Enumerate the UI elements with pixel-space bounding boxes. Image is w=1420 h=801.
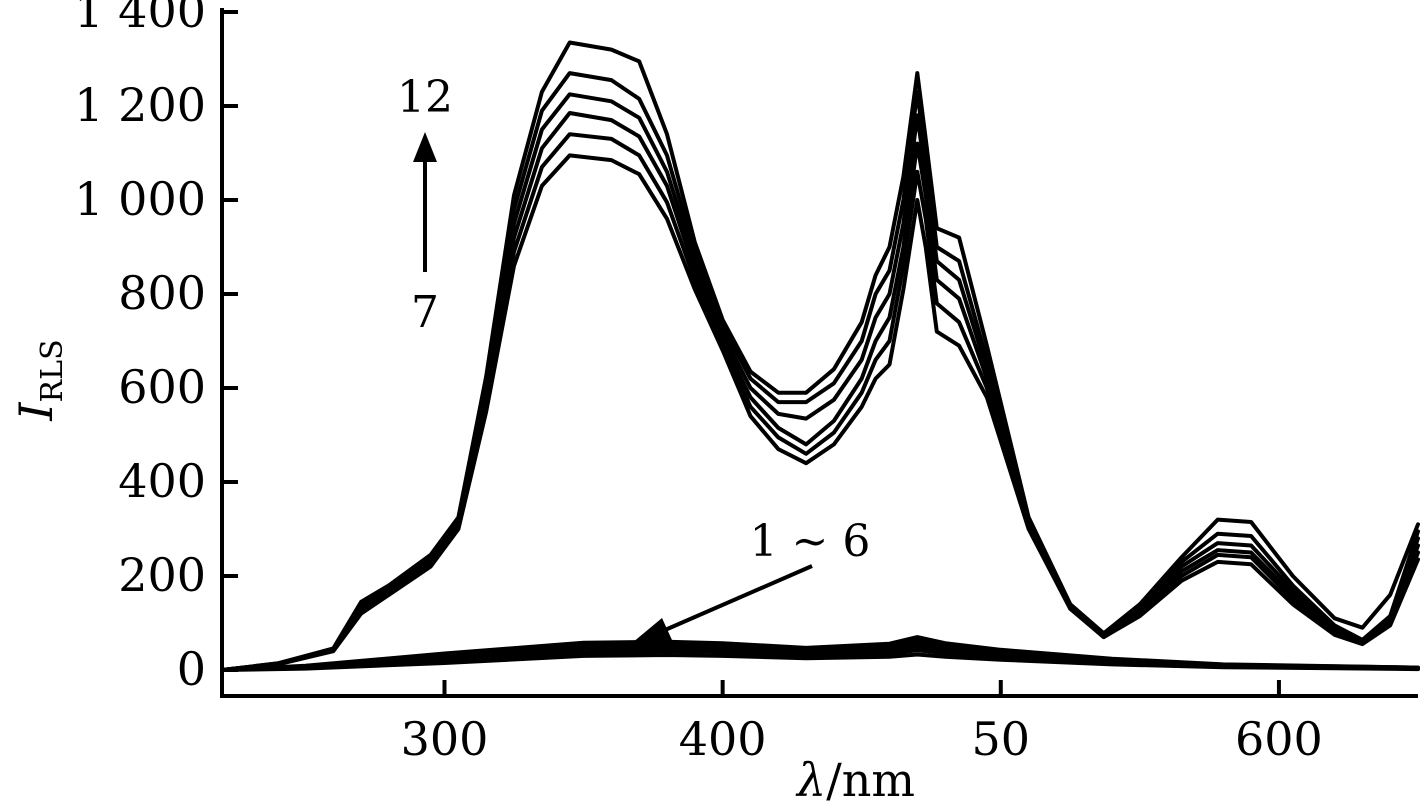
x-tick-label: 600 xyxy=(1235,712,1323,766)
y-tick-label: 1 400 xyxy=(74,0,206,38)
series-curve-11 xyxy=(220,71,1420,672)
x-tick-label: 50 xyxy=(972,712,1031,766)
y-axis-symbol: I xyxy=(9,402,63,422)
pointer-arrow-head xyxy=(632,618,672,643)
up-arrow-head xyxy=(413,132,437,162)
y-tick-label: 1 000 xyxy=(74,172,206,226)
series-curve-6 xyxy=(220,635,1420,672)
annotation-12: 12 xyxy=(397,72,453,123)
y-axis-subscript: RLS xyxy=(35,339,70,402)
y-tick-label: 800 xyxy=(118,266,206,320)
y-tick-label: 1 200 xyxy=(74,78,206,132)
x-tick-label: 300 xyxy=(401,712,489,766)
series-curve-7 xyxy=(220,153,1420,672)
y-tick-label: 600 xyxy=(118,360,206,414)
x-axis-symbol: λ xyxy=(795,753,826,801)
curves xyxy=(220,40,1420,672)
annotation-1-6: 1 ~ 6 xyxy=(750,516,871,567)
y-axis-label: IRLS xyxy=(9,339,70,421)
series-curve-12 xyxy=(220,40,1420,672)
annotation-7: 7 xyxy=(411,287,439,338)
x-tick-label: 400 xyxy=(679,712,767,766)
y-tick-label: 200 xyxy=(118,548,206,602)
x-axis-label: λ/nm xyxy=(795,753,915,801)
x-axis-unit: /nm xyxy=(826,753,915,801)
y-ticks: 0 200 400 600 800 1 000 1 200 1 400 xyxy=(74,0,238,696)
y-tick-label: 400 xyxy=(118,454,206,508)
series-curve-8 xyxy=(220,132,1420,672)
x-ticks: 300 400 50 600 xyxy=(401,680,1323,766)
y-tick-label: 0 xyxy=(177,642,206,696)
axes xyxy=(220,8,1418,698)
pointer-arrow-shaft xyxy=(664,564,813,632)
